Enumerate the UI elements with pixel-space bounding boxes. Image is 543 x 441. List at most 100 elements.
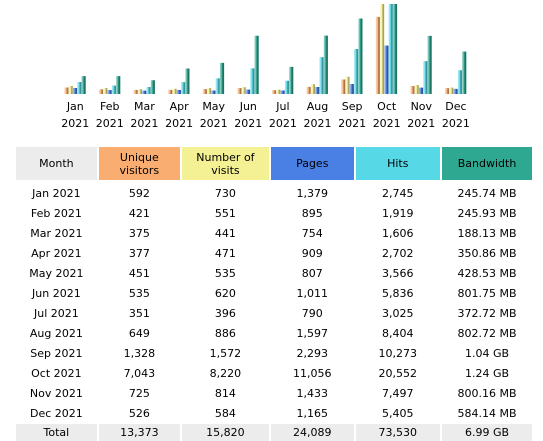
- bar-shading-pages: [211, 90, 216, 94]
- x-tick-month: Jul: [275, 100, 289, 113]
- cell-pages: 895: [270, 204, 354, 224]
- col-header-unique-visitors: Unique visitors: [98, 147, 180, 180]
- cell-hits: 7,497: [355, 384, 441, 404]
- cell-total-unique-visitors: 13,373: [98, 424, 180, 441]
- bar-shading-bandwidth: [323, 35, 328, 94]
- cell-month: Sep 2021: [16, 344, 97, 364]
- bar-shading-visits: [345, 76, 350, 94]
- cell-unique-visitors: 526: [98, 404, 180, 424]
- bar-shading-pages: [280, 90, 285, 94]
- bar-shading-hits: [77, 82, 82, 94]
- x-tick-year: 2021: [130, 117, 158, 130]
- table-row: Jun 2021 535 620 1,011 5,836 801.75 MB: [16, 284, 532, 304]
- month-bar-group: [375, 4, 398, 94]
- bar-shading-bandwidth: [220, 62, 225, 94]
- cell-visits: 730: [181, 184, 269, 204]
- cell-hits: 5,405: [355, 404, 441, 424]
- table-row: Nov 2021 725 814 1,433 7,497 800.16 MB: [16, 384, 532, 404]
- cell-visits: 441: [181, 224, 269, 244]
- cell-bandwidth: 245.93 MB: [442, 204, 532, 224]
- bar-shading-hits: [285, 80, 289, 94]
- cell-bandwidth: 584.14 MB: [442, 404, 532, 424]
- cell-total-visits: 15,820: [181, 424, 269, 441]
- cell-total-hits: 73,530: [355, 424, 441, 441]
- bar-shading-pages: [73, 88, 78, 94]
- cell-hits: 2,745: [355, 184, 441, 204]
- cell-hits: 3,566: [355, 264, 441, 284]
- cell-visits: 471: [181, 244, 269, 264]
- cell-visits: 8,220: [181, 364, 269, 384]
- month-bar-group: [445, 51, 467, 94]
- cell-pages: 1,011: [270, 284, 354, 304]
- cell-hits: 2,702: [355, 244, 441, 264]
- bar-shading-unique-visitors: [237, 88, 242, 94]
- bar-shading-hits: [319, 57, 324, 94]
- x-tick-year: 2021: [338, 117, 366, 130]
- bar-shading-bandwidth: [81, 76, 86, 94]
- cell-bandwidth: 800.16 MB: [442, 384, 532, 404]
- cell-visits: 584: [181, 404, 269, 424]
- x-tick-month: Jan: [66, 100, 84, 113]
- bar-shading-pages: [176, 90, 181, 94]
- month-bar-group: [341, 18, 363, 94]
- cell-unique-visitors: 7,043: [98, 364, 180, 384]
- monthly-history-chart: Jan 2021 Feb 2021 Mar 2021 Apr 2021 May 2021 Jun 20…: [0, 0, 543, 134]
- bar-shading-hits: [181, 82, 186, 94]
- bar-shading-hits: [388, 4, 393, 94]
- x-tick-month: Jun: [239, 100, 257, 113]
- cell-pages: 2,293: [270, 344, 354, 364]
- cell-pages: 909: [270, 244, 354, 264]
- table-row: Apr 2021 377 471 909 2,702 350.86 MB: [16, 244, 532, 264]
- bar-shading-pages: [419, 87, 424, 94]
- bar-chart-svg: Jan 2021 Feb 2021 Mar 2021 Apr 2021 May 2021 Jun 20…: [61, 4, 470, 130]
- cell-unique-visitors: 535: [98, 284, 180, 304]
- month-bar-group: [237, 35, 259, 94]
- month-bar-group: [272, 66, 294, 94]
- bar-shading-visits: [449, 87, 454, 94]
- cell-pages: 807: [270, 264, 354, 284]
- bar-shading-unique-visitors: [375, 16, 380, 94]
- x-tick-year: 2021: [165, 117, 193, 130]
- cell-bandwidth: 802.72 MB: [442, 324, 532, 344]
- x-tick-year: 2021: [373, 117, 401, 130]
- x-tick-month: Oct: [377, 100, 397, 113]
- cell-visits: 620: [181, 284, 269, 304]
- bar-shading-visits: [241, 87, 246, 94]
- bar-shading-hits: [112, 85, 116, 94]
- cell-bandwidth: 1.24 GB: [442, 364, 532, 384]
- cell-hits: 20,552: [355, 364, 441, 384]
- cell-pages: 1,597: [270, 324, 354, 344]
- cell-unique-visitors: 649: [98, 324, 180, 344]
- bar-shading-visits: [414, 85, 419, 94]
- x-tick-month: Nov: [411, 100, 433, 113]
- table-row: Oct 2021 7,043 8,220 11,056 20,552 1.24 …: [16, 364, 532, 384]
- bar-shading-pages: [349, 84, 354, 94]
- bar-shading-hits: [423, 61, 428, 94]
- cell-unique-visitors: 377: [98, 244, 180, 264]
- col-header-visits-line1: Number of: [196, 150, 255, 164]
- x-tick-year: 2021: [269, 117, 297, 130]
- x-tick-month: Feb: [100, 100, 119, 113]
- bar-shading-bandwidth: [462, 51, 467, 94]
- x-tick-year: 2021: [200, 117, 228, 130]
- cell-month: Nov 2021: [16, 384, 97, 404]
- cell-hits: 5,836: [355, 284, 441, 304]
- col-header-bandwidth: Bandwidth: [442, 147, 532, 180]
- bar-shading-hits: [354, 49, 359, 94]
- bar-shading-visits: [276, 89, 281, 94]
- cell-bandwidth: 801.75 MB: [442, 284, 532, 304]
- month-bar-group: [99, 76, 121, 94]
- x-tick-year: 2021: [234, 117, 262, 130]
- x-tick-year: 2021: [442, 117, 470, 130]
- bar-shading-pages: [315, 87, 320, 94]
- table-row: Jul 2021 351 396 790 3,025 372.72 MB: [16, 304, 532, 324]
- cell-month: Aug 2021: [16, 324, 97, 344]
- table-row: Aug 2021 649 886 1,597 8,404 802.72 MB: [16, 324, 532, 344]
- x-tick-month: Aug: [307, 100, 328, 113]
- cell-pages: 11,056: [270, 364, 354, 384]
- cell-unique-visitors: 375: [98, 224, 180, 244]
- col-header-visits-line2: visits: [211, 163, 240, 177]
- cell-month: Jan 2021: [16, 184, 97, 204]
- cell-unique-visitors: 725: [98, 384, 180, 404]
- cell-bandwidth: 245.74 MB: [442, 184, 532, 204]
